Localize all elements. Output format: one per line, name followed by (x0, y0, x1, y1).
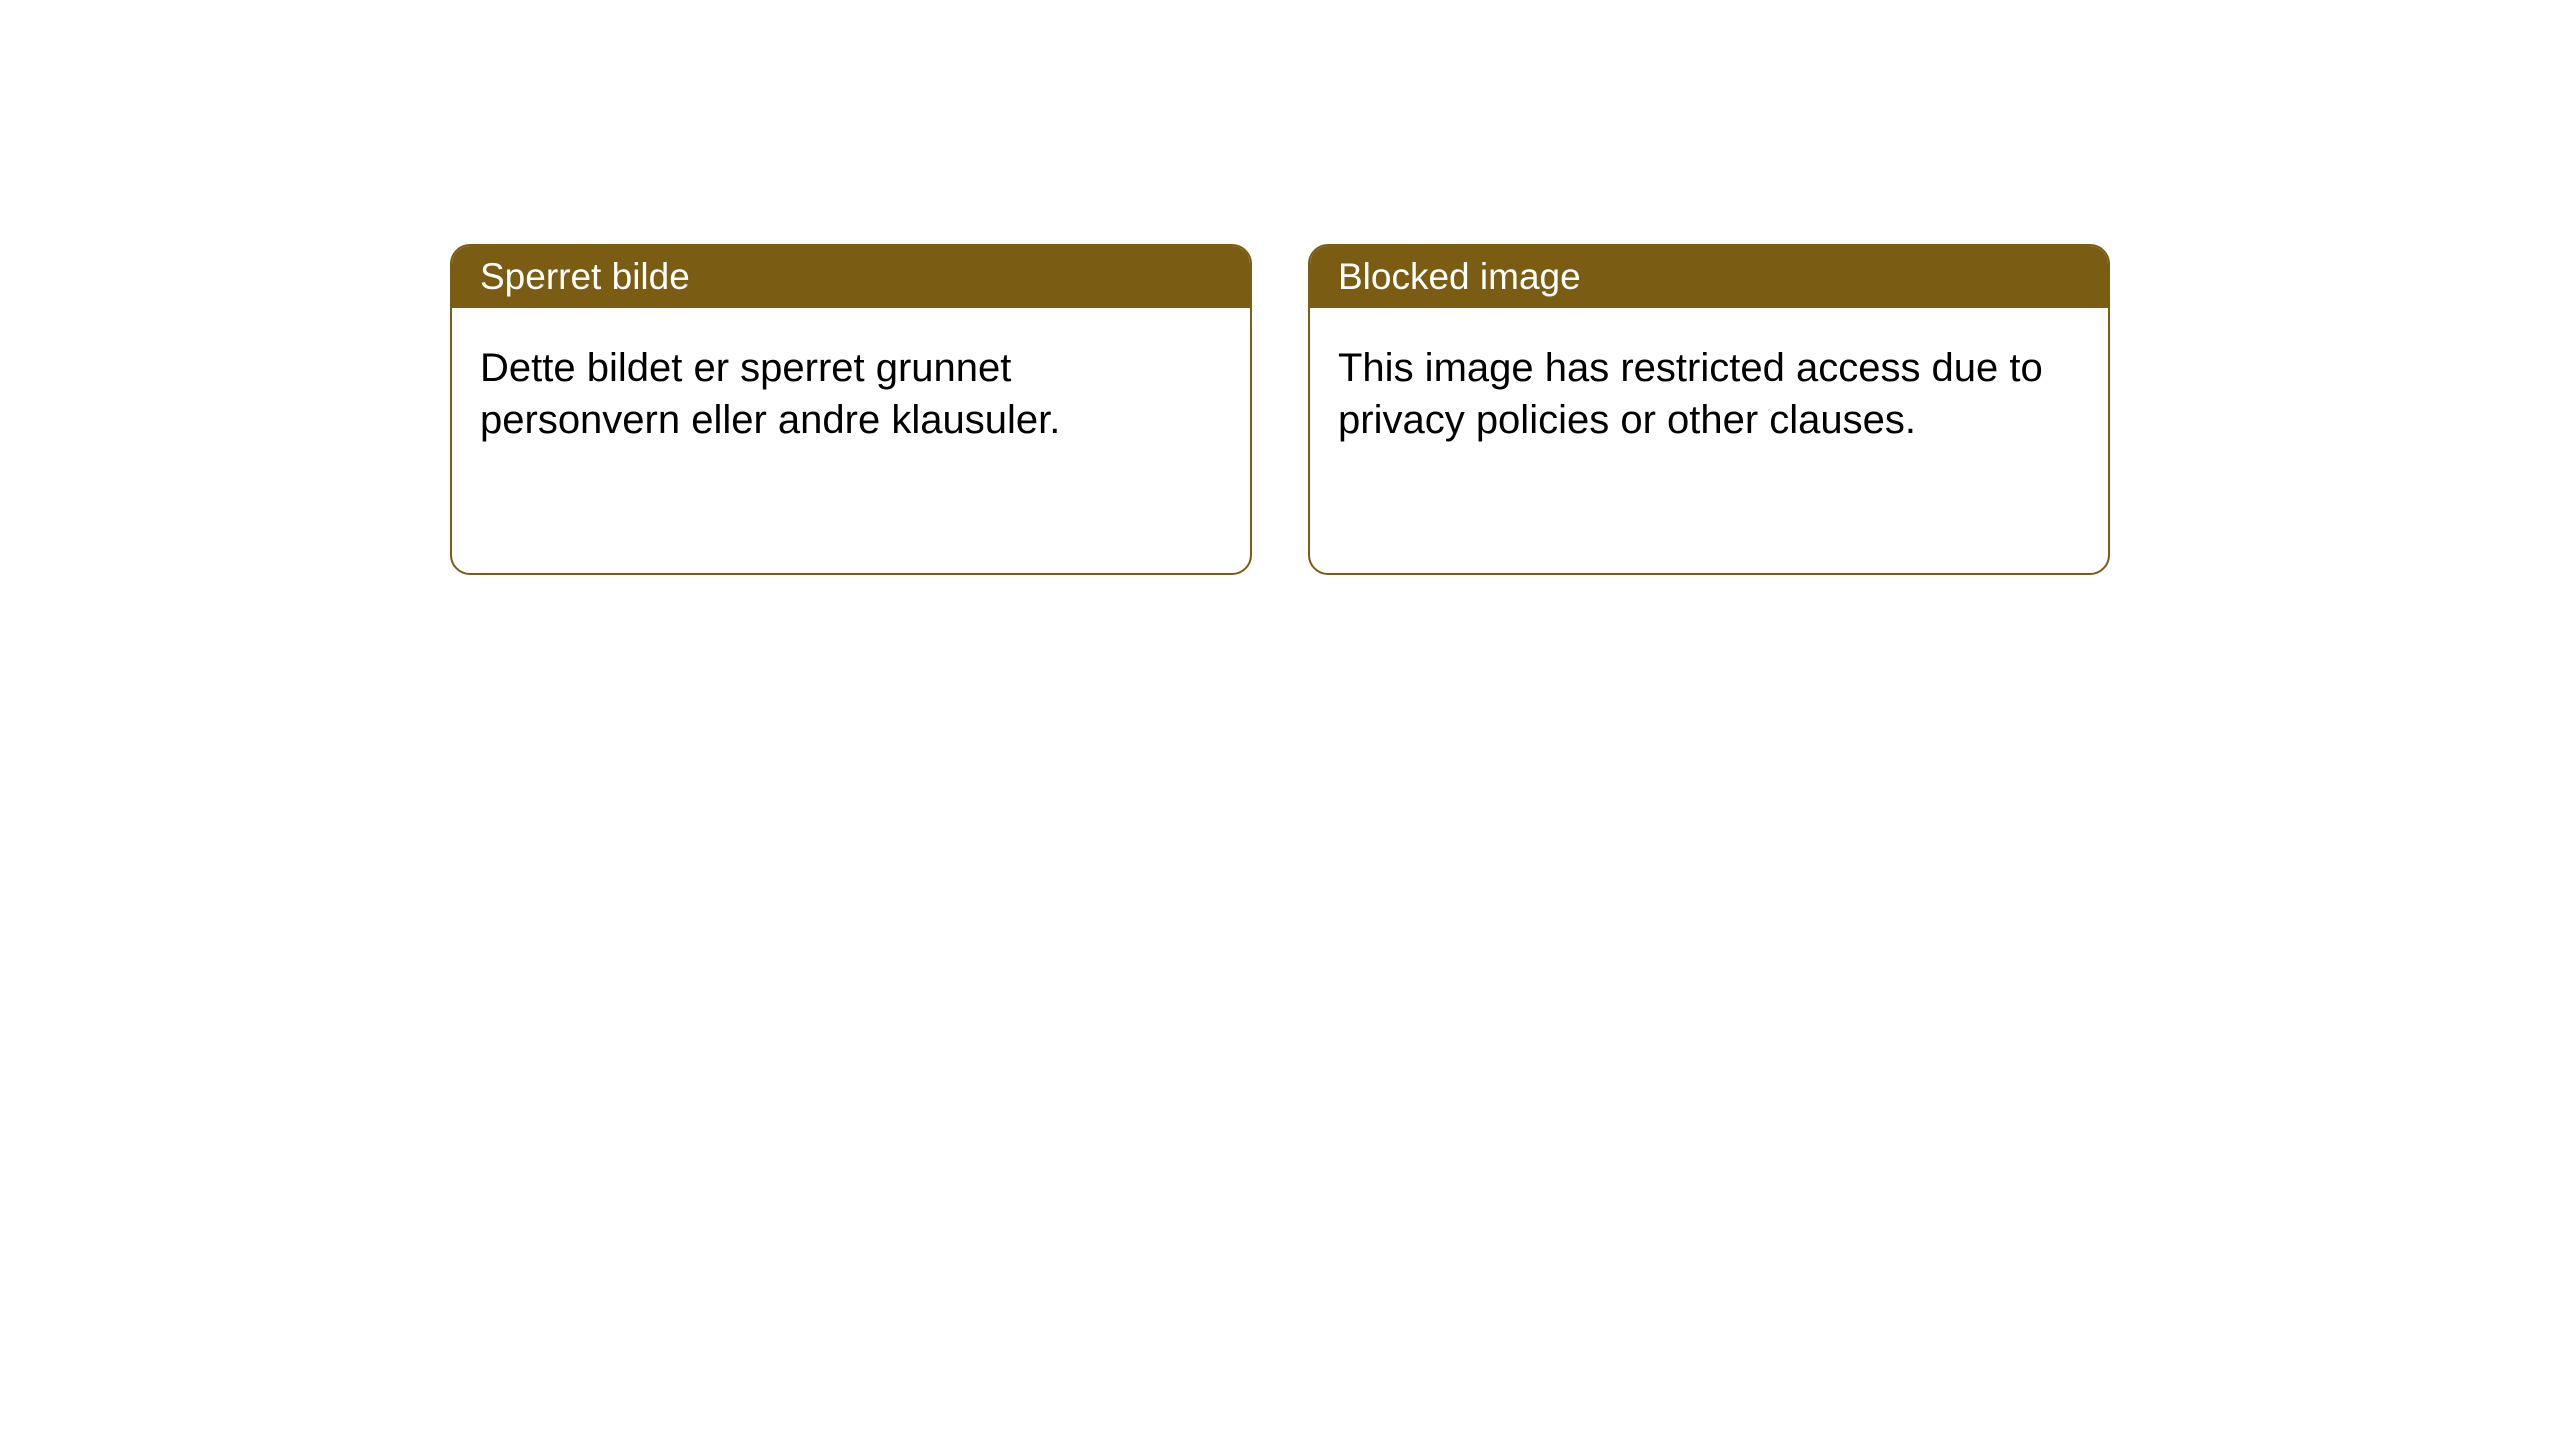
card-title: Blocked image (1338, 256, 1581, 297)
card-body-text: Dette bildet er sperret grunnet personve… (480, 346, 1060, 442)
card-body: This image has restricted access due to … (1310, 308, 2108, 480)
card-header: Blocked image (1310, 246, 2108, 308)
card-body-text: This image has restricted access due to … (1338, 346, 2043, 442)
card-header: Sperret bilde (452, 246, 1250, 308)
notice-card-english: Blocked image This image has restricted … (1308, 244, 2110, 575)
card-body: Dette bildet er sperret grunnet personve… (452, 308, 1250, 480)
notice-card-norwegian: Sperret bilde Dette bildet er sperret gr… (450, 244, 1252, 575)
notice-cards-container: Sperret bilde Dette bildet er sperret gr… (0, 0, 2560, 575)
card-title: Sperret bilde (480, 256, 690, 297)
